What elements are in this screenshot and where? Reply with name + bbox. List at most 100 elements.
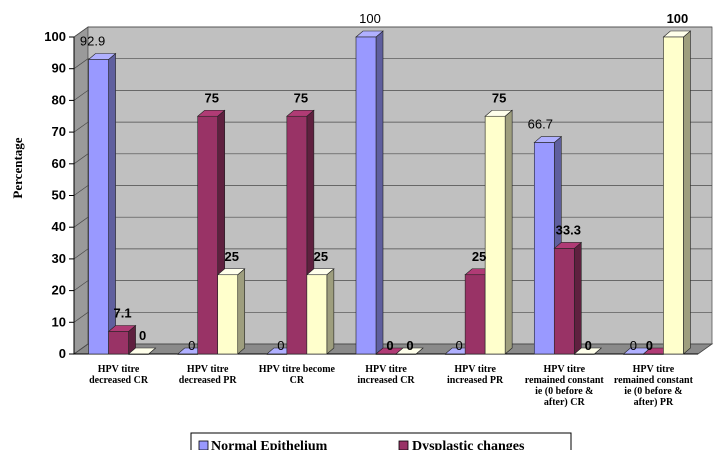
bar-front — [266, 353, 288, 355]
gridline-side-100 — [73, 26, 89, 38]
bar-front — [355, 36, 377, 355]
bar-front — [108, 331, 129, 355]
bar-front — [177, 353, 199, 355]
category-label-line: HPV titre — [633, 364, 675, 375]
data-label: 25 — [314, 249, 328, 264]
data-label: 66.7 — [528, 117, 553, 132]
bar-side — [326, 268, 335, 355]
data-label: 25 — [472, 249, 486, 264]
legend-label-normal-epithelium: Normal Epithelium — [211, 439, 328, 450]
y-tick-label: 50 — [52, 188, 66, 203]
y-tick-label: 0 — [59, 346, 66, 361]
category-label: HPV titre remained constant ie (0 before &… — [614, 364, 694, 408]
bar-front — [643, 353, 664, 355]
bar-front — [375, 353, 397, 355]
y-tick-label: 80 — [52, 92, 66, 107]
category-label-line: HPV titre become — [259, 364, 336, 375]
bar-side — [683, 30, 691, 355]
gridline-side-30 — [73, 248, 89, 260]
data-label: 0 — [277, 338, 284, 353]
data-label: 0 — [386, 338, 393, 353]
gridline-side-60 — [73, 153, 89, 165]
bar-side — [237, 268, 246, 355]
category-label: HPV titre increased CR — [357, 364, 415, 386]
category-label-line: CR — [290, 375, 305, 386]
category-label-line: ie (0 before & — [624, 386, 682, 397]
category-label: HPV titre remained constant ie (0 before &… — [525, 364, 605, 408]
gridline-side-90 — [73, 58, 89, 69]
y-tick-label: 60 — [52, 156, 66, 171]
y-tick-label: 100 — [44, 29, 66, 44]
category-label-line: increased CR — [357, 375, 415, 386]
category-label-line: after) PR — [634, 397, 674, 408]
bar — [355, 30, 384, 355]
category-label-line: HPV titre — [544, 364, 586, 375]
legend-swatch-dysplastic-changes — [398, 440, 409, 451]
bar-front — [88, 59, 109, 355]
bar-front — [306, 274, 328, 355]
gridline-side-10 — [73, 312, 89, 323]
gridline-side-40 — [73, 216, 89, 228]
plot-backdrop — [72, 26, 714, 355]
gridline-side-20 — [73, 280, 89, 291]
data-label: 75 — [294, 90, 308, 105]
bar — [87, 52, 117, 355]
category-label-line: remained constant — [525, 375, 605, 386]
legend-swatch-normal-epithelium — [198, 440, 209, 451]
bar-front — [464, 274, 486, 355]
bar-front — [444, 353, 466, 355]
y-tick-label: 70 — [52, 124, 66, 139]
category-label-line: ie (0 before & — [535, 386, 593, 397]
data-label: 0 — [139, 328, 146, 343]
bar-front — [395, 353, 417, 355]
bar-front — [197, 115, 219, 355]
bars — [87, 30, 692, 355]
gridlines — [73, 26, 712, 355]
data-label: 25 — [224, 249, 238, 264]
data-label: 7.1 — [114, 305, 132, 320]
gridline-side-0 — [73, 343, 89, 355]
data-label: 100 — [359, 11, 381, 26]
bar-front — [484, 115, 506, 355]
data-label: 75 — [204, 90, 218, 105]
category-label-line: increased PR — [447, 375, 504, 386]
data-label: 0 — [456, 338, 463, 353]
y-tick-label: 10 — [52, 314, 66, 329]
data-label: 75 — [492, 90, 506, 105]
y-tick-label: 20 — [52, 283, 66, 298]
category-label-line: decreased PR — [179, 375, 238, 386]
gridline-side-80 — [73, 90, 89, 101]
bar-side — [375, 30, 384, 355]
bar-front — [217, 274, 239, 355]
data-label: 0 — [406, 338, 413, 353]
category-label-line: decreased CR — [89, 375, 149, 386]
data-label: 92.9 — [80, 34, 105, 49]
y-tick-label: 90 — [52, 61, 66, 76]
category-label: HPV titre decreased PR — [179, 364, 238, 386]
category-label: HPV titre increased PR — [447, 364, 504, 386]
bar-front — [286, 115, 308, 355]
category-label: HPV titre become CR — [259, 364, 336, 386]
bar — [662, 30, 692, 355]
data-label: 0 — [585, 338, 592, 353]
bar — [395, 347, 424, 355]
bar-front — [128, 353, 149, 355]
category-label-line: after) CR — [544, 397, 586, 408]
category-label: HPV titre decreased CR — [89, 364, 149, 386]
data-label: 0 — [188, 338, 195, 353]
bar-front — [553, 248, 575, 355]
category-label-line: HPV titre — [365, 364, 407, 375]
bar — [127, 347, 157, 355]
bar — [306, 268, 335, 355]
gridline-side-70 — [73, 121, 89, 133]
bar — [216, 268, 246, 355]
bar-front — [663, 36, 684, 355]
bar — [573, 347, 603, 355]
legend: Normal Epithelium Dysplastic changes — [190, 432, 572, 455]
bar-front — [623, 353, 644, 355]
y-tick-label: 30 — [52, 251, 66, 266]
category-label-line: HPV titre — [454, 364, 496, 375]
bar — [484, 109, 513, 355]
